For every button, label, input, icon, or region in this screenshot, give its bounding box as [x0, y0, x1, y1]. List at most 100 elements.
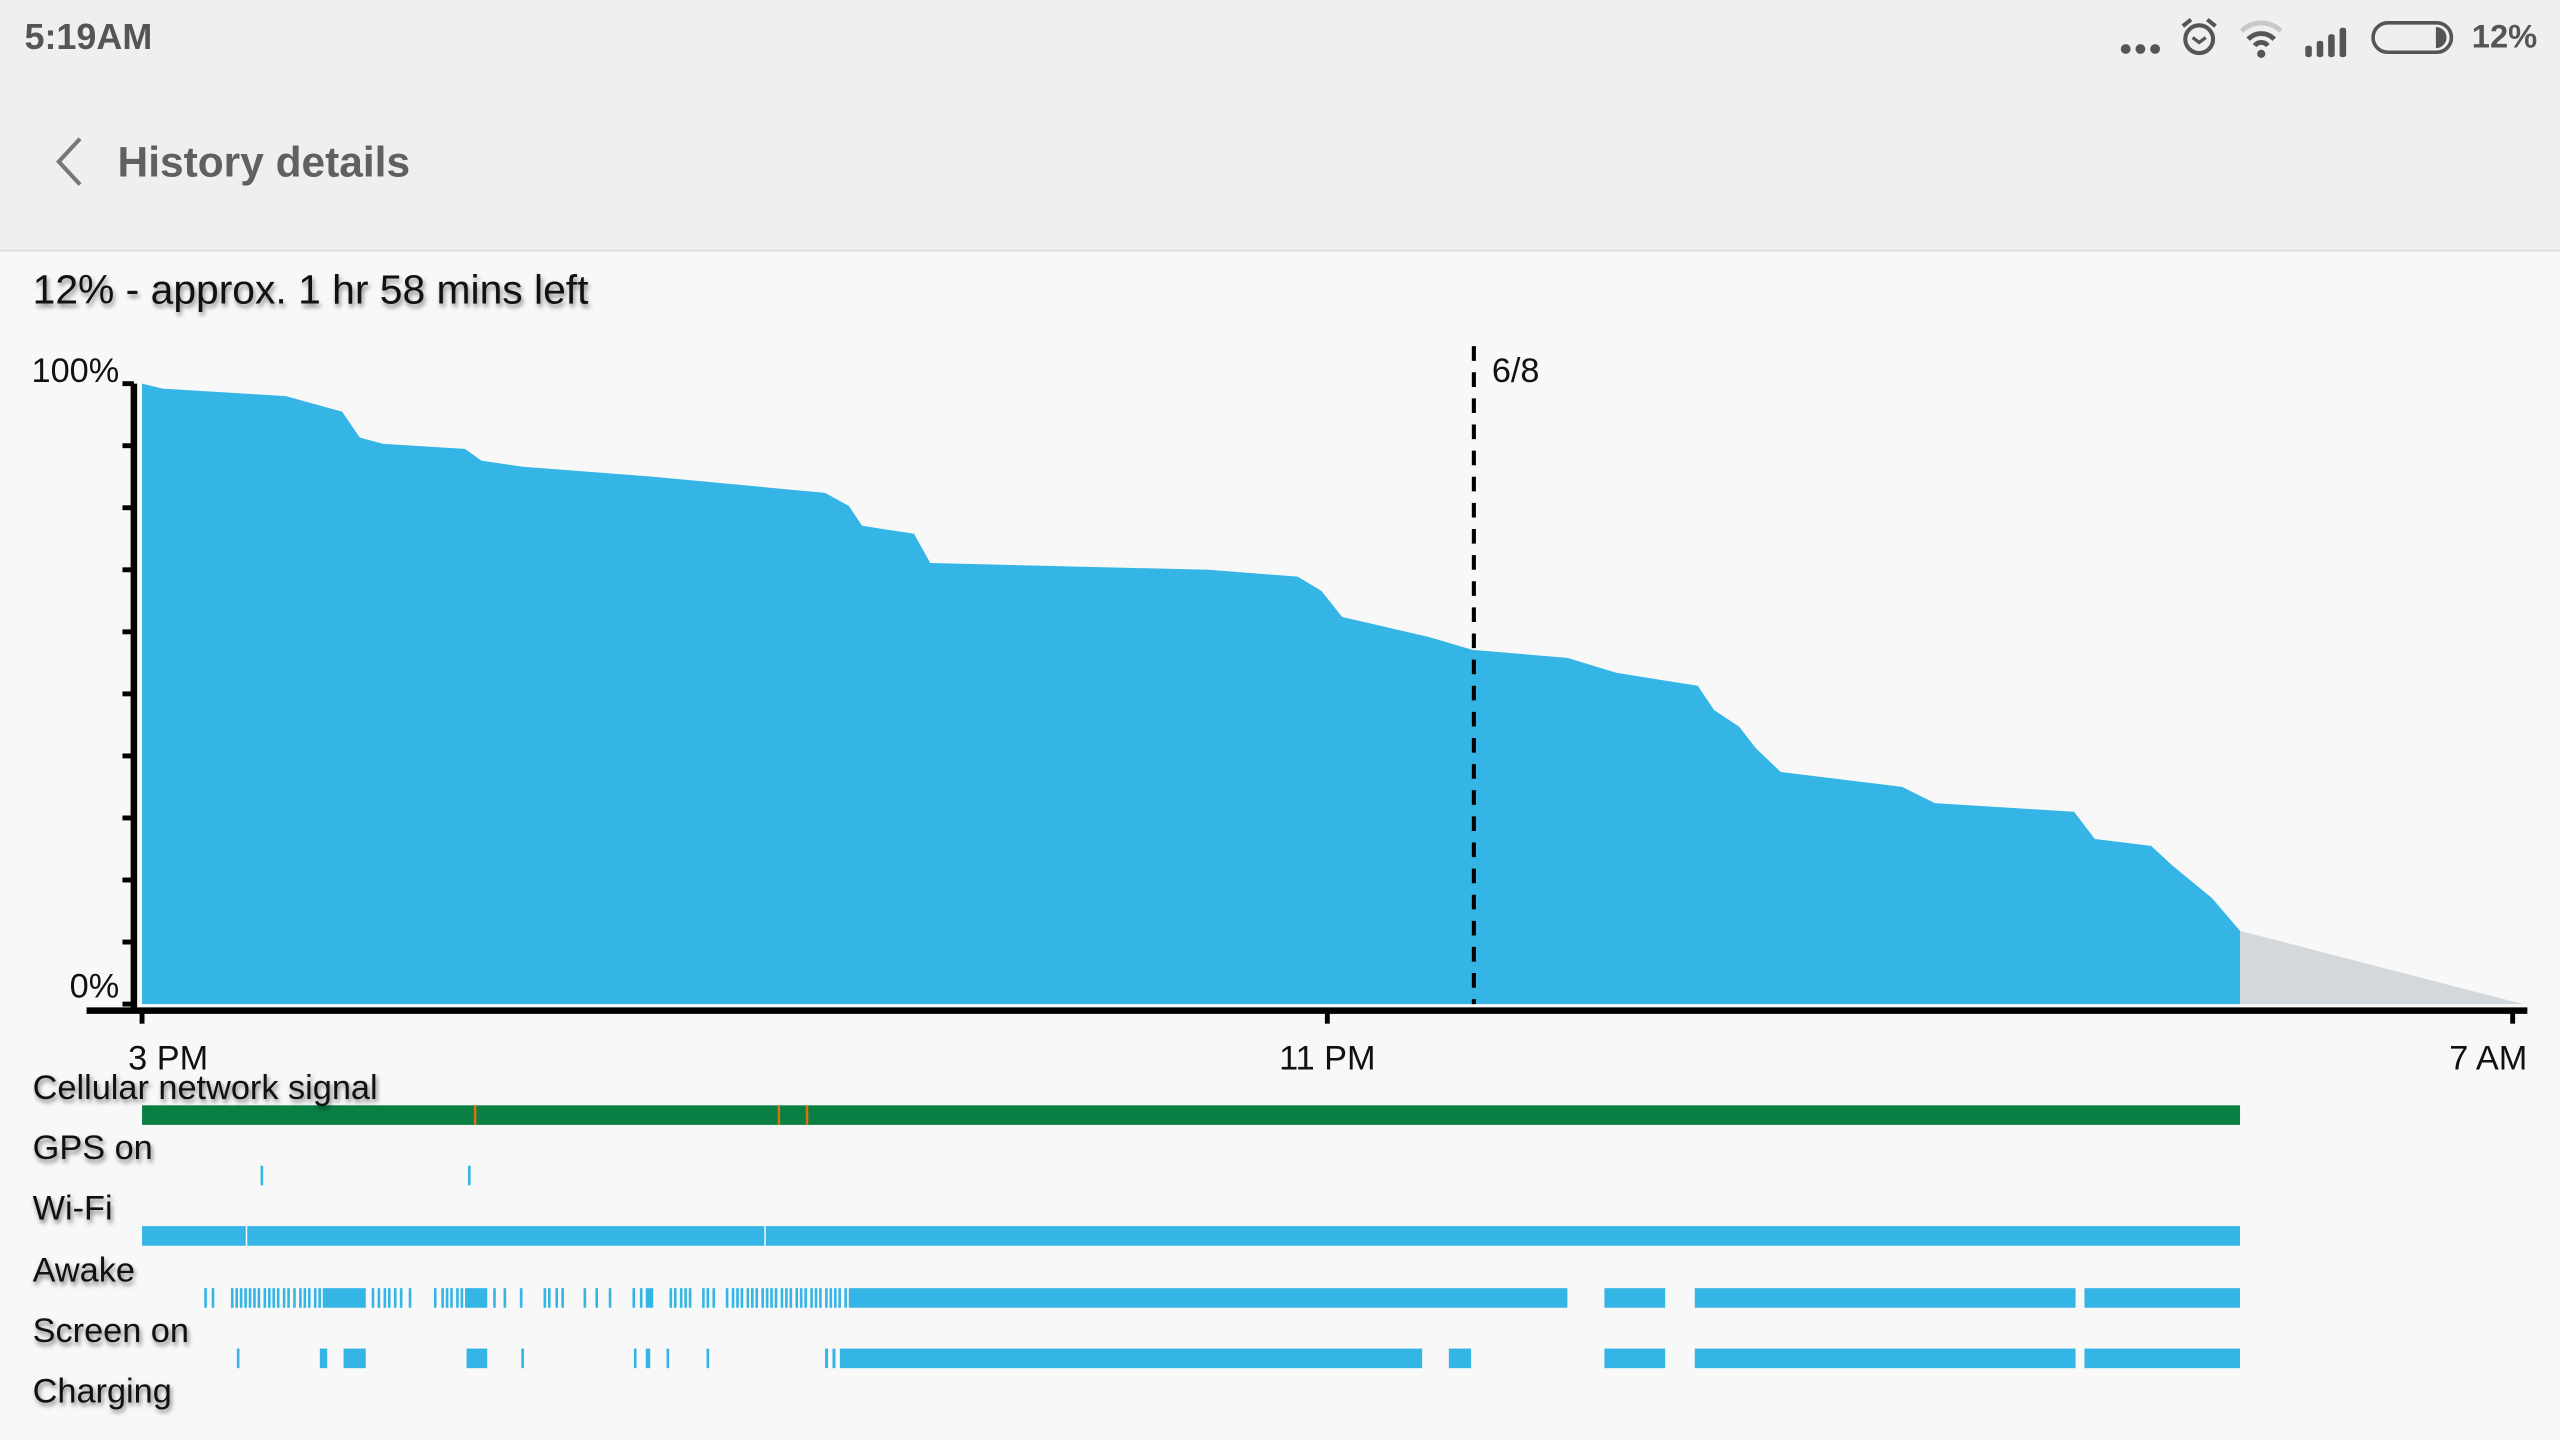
- track-label-gps-on: GPS on: [32, 1129, 153, 1168]
- battery-projection-area: [2240, 930, 2524, 1005]
- track-tick: [780, 1288, 784, 1308]
- track-tick: [239, 1288, 243, 1308]
- track-tick: [257, 1288, 261, 1308]
- more-dots-icon: [2120, 44, 2160, 54]
- track-tick: [318, 1288, 321, 1308]
- track-label-cellular-network-signal: Cellular network signal: [32, 1069, 378, 1107]
- track-tick: [633, 1348, 637, 1369]
- track-tick: [303, 1288, 307, 1308]
- track-tick: [299, 1288, 302, 1308]
- battery-percent: 12%: [2471, 18, 2538, 55]
- signal-weak-tick: [473, 1105, 477, 1125]
- track-tick: [804, 1288, 807, 1308]
- status-icons: 12%: [2119, 13, 2537, 62]
- track-tick: [267, 1288, 271, 1308]
- track-span: [2084, 1348, 2241, 1369]
- track-span: [825, 1348, 829, 1369]
- track-span: [832, 1348, 836, 1369]
- track-tick: [765, 1288, 769, 1308]
- track-tick: [293, 1288, 296, 1308]
- day-marker-label: 6/8: [1492, 352, 1540, 390]
- track-tick: [844, 1288, 847, 1308]
- track-span: [645, 1348, 651, 1369]
- track-tick: [236, 1348, 240, 1369]
- track-tick: [666, 1348, 670, 1369]
- track-tick: [282, 1288, 286, 1308]
- track-span: [645, 1288, 654, 1308]
- track-tick: [248, 1288, 252, 1308]
- track-label-awake: Awake: [32, 1252, 135, 1290]
- y-label-min: 0%: [70, 968, 120, 1006]
- track-tick: [377, 1288, 381, 1308]
- track-tick: [799, 1288, 803, 1308]
- track-tick: [445, 1288, 449, 1308]
- track-tick: [313, 1288, 317, 1308]
- track-span: [343, 1348, 366, 1369]
- track-label-wi-fi: Wi-Fi: [32, 1190, 113, 1228]
- chevron-left-icon: [55, 137, 82, 186]
- track-tick: [679, 1288, 683, 1308]
- track-tick: [785, 1288, 788, 1308]
- track-tick: [789, 1288, 793, 1308]
- track-tick: [706, 1288, 710, 1308]
- track-tick: [746, 1288, 750, 1308]
- track-tick: [639, 1288, 643, 1308]
- track-span: [1604, 1348, 1666, 1369]
- track-tick: [460, 1288, 464, 1308]
- track-tick: [521, 1348, 524, 1369]
- track-tick: [706, 1348, 710, 1369]
- track-tick: [272, 1288, 276, 1308]
- track-tick: [755, 1288, 759, 1308]
- track-tick: [814, 1288, 818, 1308]
- track-span: [2084, 1288, 2241, 1308]
- alarm-icon: [2181, 17, 2217, 56]
- track-span: [1604, 1288, 1666, 1308]
- track-label-screen-on: Screen on: [32, 1312, 189, 1351]
- track-tick: [244, 1288, 247, 1308]
- track-tick: [673, 1288, 677, 1308]
- track-tick: [819, 1288, 822, 1308]
- track-tick: [253, 1288, 256, 1308]
- track-span: [247, 1226, 765, 1246]
- track-span: [839, 1348, 1423, 1369]
- track-tick: [393, 1288, 397, 1308]
- track-tick: [287, 1288, 290, 1308]
- track-tick: [774, 1288, 778, 1308]
- track-tick: [838, 1288, 842, 1308]
- track-tick: [519, 1288, 523, 1308]
- track-tick: [307, 1288, 311, 1308]
- track-tick: [561, 1288, 564, 1308]
- wifi-icon: [2239, 20, 2283, 58]
- status-time: 5:19AM: [24, 16, 153, 58]
- track-tick: [740, 1288, 744, 1308]
- track-tick: [387, 1288, 391, 1308]
- track-tick: [467, 1165, 471, 1186]
- track-tick: [770, 1288, 773, 1308]
- track-tick: [725, 1288, 729, 1308]
- track-tick: [669, 1288, 673, 1308]
- track-span: [465, 1288, 488, 1308]
- track-span: [142, 1226, 246, 1246]
- battery-summary: 12% - approx. 1 hr 58 mins left: [32, 267, 589, 314]
- track-tick: [235, 1288, 238, 1308]
- track-tick: [548, 1288, 551, 1308]
- track-tick: [684, 1288, 687, 1308]
- track-tick: [263, 1288, 267, 1308]
- track-tick: [383, 1288, 387, 1308]
- track-tick: [761, 1288, 764, 1308]
- track-label-charging: Charging: [32, 1373, 172, 1411]
- track-tick: [829, 1288, 833, 1308]
- back-button[interactable]: [46, 134, 102, 190]
- track-tick: [702, 1288, 705, 1308]
- track-tick: [456, 1288, 459, 1308]
- track-tick: [399, 1288, 403, 1308]
- track-span: [142, 1105, 2241, 1125]
- track-tick: [204, 1288, 207, 1308]
- app-header: 5:19AM 12% History details: [0, 0, 2560, 252]
- track-span: [322, 1288, 366, 1308]
- track-tick: [595, 1288, 599, 1308]
- track-tick: [688, 1288, 692, 1308]
- signal-weak-tick: [777, 1105, 781, 1125]
- track-tick: [503, 1288, 507, 1308]
